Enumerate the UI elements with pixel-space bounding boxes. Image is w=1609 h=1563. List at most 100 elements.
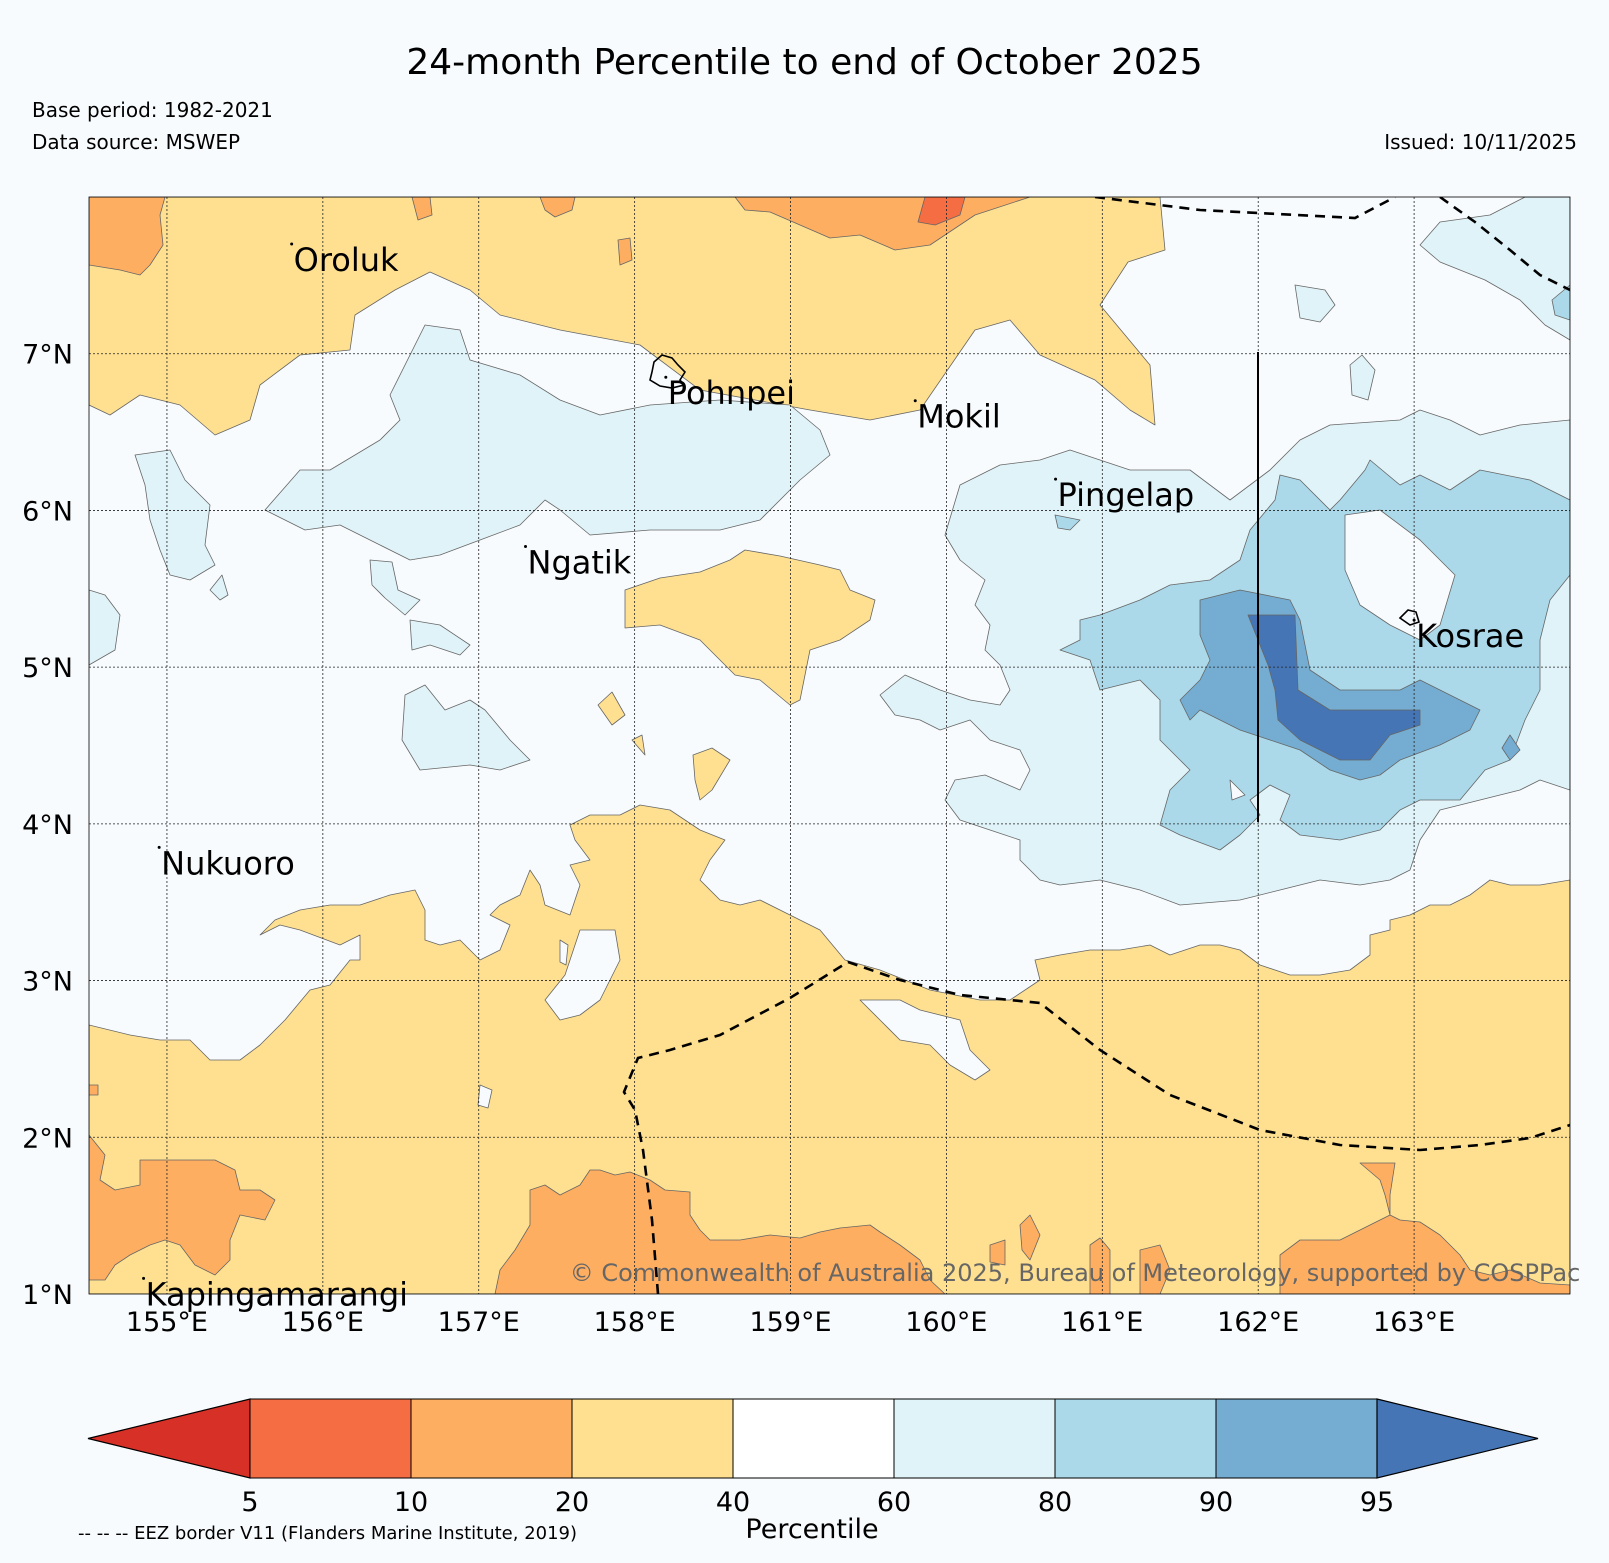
- region-10-20-southwest: [89, 1134, 276, 1281]
- place-marker: [524, 544, 528, 548]
- region-40-60-hole-b: [1229, 779, 1246, 801]
- pohnpei-island-outline: [649, 354, 687, 389]
- region-10-20-south-east: [1279, 1162, 1570, 1294]
- place-label-mokil: Mokil: [917, 398, 1001, 436]
- eez-footnote: -- -- -- EEZ border V11 (Flanders Marine…: [78, 1523, 578, 1544]
- region-60-80-ne-island-2: [1349, 354, 1376, 401]
- issued-date: Issued: 10/11/2025: [1384, 130, 1577, 154]
- region-10-20-west-small: [89, 1084, 99, 1096]
- region-10-20-small-2: [617, 237, 633, 266]
- eez-borders: [622, 197, 1570, 1294]
- x-tick-label: 163°E: [1373, 1307, 1455, 1338]
- island-outlines: [649, 354, 1420, 626]
- region-60-80-ne-island: [1294, 284, 1336, 323]
- region-40-60-inlet-a: [544, 929, 621, 1021]
- region-20-40-island-c: [692, 747, 731, 801]
- region-60-80-blob-a: [369, 559, 421, 616]
- place-label-pingelap: Pingelap: [1058, 476, 1195, 514]
- region-10-20-south-blob-a: [1019, 1214, 1041, 1261]
- colorbar-extend-high: [1376, 1398, 1539, 1479]
- region-10-20-south-blob-d: [989, 1239, 1006, 1266]
- x-tick-label: 161°E: [1061, 1307, 1143, 1338]
- y-tick-label: 2°N: [22, 1123, 73, 1154]
- place-marker: [1054, 477, 1058, 481]
- x-tick-label: 156°E: [282, 1307, 364, 1338]
- place-marker: [1412, 618, 1416, 622]
- region-10-20-north-west: [89, 197, 166, 276]
- map-title: 24-month Percentile to end of October 20…: [406, 42, 1203, 83]
- region-60-80-blob-b: [409, 619, 471, 656]
- region-60-80-northeast: [1419, 197, 1570, 341]
- colorbar-swatch: [1215, 1398, 1378, 1479]
- y-tick-label: 4°N: [22, 810, 73, 841]
- region-20-40-central: [624, 549, 876, 706]
- y-tick-label: 7°N: [22, 340, 73, 371]
- region-60-80-blob-c: [209, 574, 229, 601]
- place-marker: [290, 242, 294, 246]
- region-90-95-east: [1179, 589, 1481, 781]
- y-tick-label: 1°N: [22, 1280, 73, 1311]
- colorbar-tick-label: 40: [716, 1487, 750, 1518]
- region-40-60-inlet-b: [859, 999, 991, 1081]
- place-label-kosrae: Kosrae: [1416, 617, 1524, 655]
- kosrae-island-outline: [1398, 609, 1420, 626]
- region-60-80-west-edge: [89, 589, 121, 666]
- place-marker: [664, 375, 668, 379]
- x-tick-label: 157°E: [438, 1307, 520, 1338]
- region-10-20-south-center: [494, 1169, 946, 1294]
- colorbar-tick-label: 80: [1038, 1487, 1072, 1518]
- x-tick-label: 160°E: [905, 1307, 987, 1338]
- colorbar-label: Percentile: [745, 1514, 878, 1545]
- region-10-20-small-1: [539, 197, 576, 218]
- colorbar-swatch: [249, 1398, 412, 1479]
- x-tick-label: 159°E: [749, 1307, 831, 1338]
- x-tick-label: 155°E: [126, 1307, 208, 1338]
- colorbar-swatch: [410, 1398, 573, 1479]
- colorbar-tick-label: 20: [555, 1487, 589, 1518]
- place-label-kapingamarangi: Kapingamarangi: [146, 1275, 408, 1313]
- place-marker: [142, 1276, 146, 1280]
- region-80-90-pingelap-patch: [1054, 514, 1081, 531]
- colorbar: 5 10 20 40 60 80 90 95 Percentile: [87, 1398, 1539, 1545]
- colorbar-swatch: [571, 1398, 734, 1479]
- region-20-40-island-d: [631, 734, 646, 756]
- region-above-95-east: [1247, 614, 1421, 761]
- y-axis-ticks: 1°N 2°N 3°N 4°N 5°N 6°N 7°N: [22, 340, 73, 1311]
- map-frame: [88, 196, 1571, 1295]
- region-10-20-south-blob-b: [1089, 1237, 1111, 1294]
- place-label-ngatik: Ngatik: [528, 543, 632, 581]
- x-tick-label: 158°E: [594, 1307, 676, 1338]
- colorbar-ticks: 5 10 20 40 60 80 90 95: [241, 1487, 1394, 1518]
- x-axis-ticks: 155°E 156°E 157°E 158°E 159°E 160°E 161°E 162°E…: [126, 1307, 1455, 1338]
- colorbar-swatch: [732, 1398, 895, 1479]
- colorbar-tick-label: 90: [1199, 1487, 1233, 1518]
- region-20-40-north: [89, 197, 1166, 436]
- region-10-20-small-3: [411, 197, 433, 221]
- region-40-60-hole-a: [1344, 509, 1456, 641]
- region-80-90-east: [1059, 459, 1570, 851]
- eez-border-south: [622, 960, 1570, 1294]
- copyright-notice: © Commonwealth of Australia 2025, Bureau…: [570, 1259, 1581, 1287]
- colorbar-tick-label: 10: [394, 1487, 428, 1518]
- colorbar-tick-label: 5: [241, 1487, 258, 1518]
- region-60-80-central: [264, 324, 831, 561]
- region-40-60-inlet-d: [559, 939, 569, 966]
- region-60-80-west: [134, 449, 216, 581]
- y-tick-label: 6°N: [22, 496, 73, 527]
- place-marker: [157, 845, 161, 849]
- colorbar-tick-label: 60: [877, 1487, 911, 1518]
- y-tick-label: 5°N: [22, 653, 73, 684]
- region-90-95-small: [1501, 734, 1521, 761]
- region-80-90-northeast: [1551, 284, 1570, 321]
- base-period: Base period: 1982-2021: [32, 98, 273, 122]
- y-tick-label: 3°N: [22, 967, 73, 998]
- region-60-80-south-central: [401, 684, 531, 771]
- place-label-pohnpei: Pohnpei: [668, 374, 795, 412]
- place-marker: [913, 399, 917, 403]
- data-source: Data source: MSWEP: [32, 130, 241, 154]
- eez-border-north: [1094, 197, 1570, 292]
- place-label-nukuoro: Nukuoro: [161, 844, 295, 882]
- region-10-20-south-blob-c: [1139, 1244, 1171, 1294]
- colorbar-swatch: [1054, 1398, 1217, 1479]
